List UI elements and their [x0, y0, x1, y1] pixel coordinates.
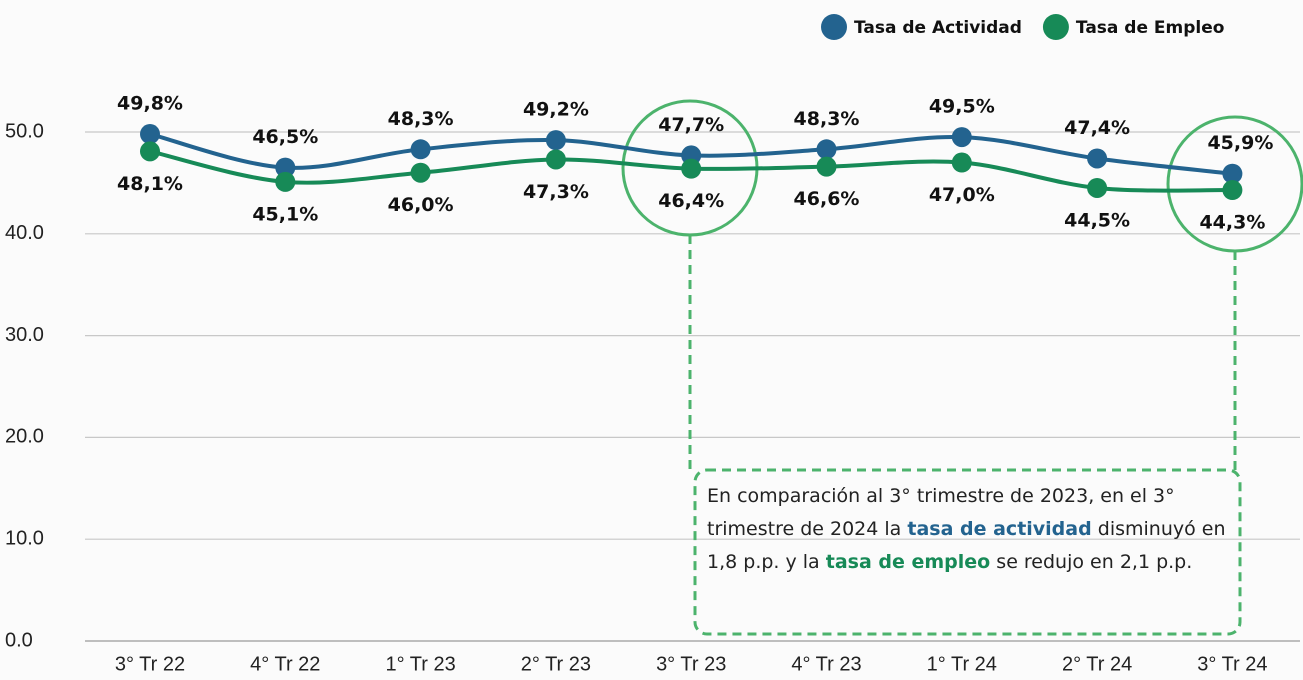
data-point [1222, 180, 1243, 201]
data-label: 47,7% [658, 114, 724, 136]
data-label: 45,1% [252, 203, 318, 225]
data-label: 47,4% [1064, 117, 1130, 139]
data-point [951, 127, 972, 148]
y-tick-label: 40.0 [5, 222, 44, 244]
data-point [1087, 177, 1108, 198]
legend-swatch [1042, 14, 1069, 40]
data-label: 48,1% [117, 173, 183, 195]
data-label: 45,9% [1207, 132, 1273, 154]
data-label: 46,5% [252, 126, 318, 148]
data-point [1087, 148, 1108, 169]
data-label: 44,5% [1064, 209, 1130, 231]
data-label: 47,0% [929, 184, 995, 206]
x-tick-label: 2° Tr 24 [1062, 653, 1132, 675]
y-tick-label: 0.0 [5, 629, 33, 651]
data-label: 44,3% [1199, 212, 1265, 234]
y-tick-label: 30.0 [5, 324, 44, 346]
x-tick-label: 3° Tr 22 [115, 653, 185, 675]
x-tick-label: 1° Tr 24 [927, 653, 997, 675]
data-point [1222, 163, 1243, 184]
data-label: 46,6% [794, 188, 860, 210]
x-tick-label: 3° Tr 23 [656, 653, 726, 675]
data-label: 48,3% [794, 108, 860, 130]
annotation: En comparación al 3° trimestre de 2023, … [707, 480, 1227, 579]
data-point [275, 171, 296, 192]
x-tick-label: 3° Tr 24 [1197, 653, 1267, 675]
data-label: 49,8% [117, 93, 183, 115]
data-label: 48,3% [388, 108, 454, 130]
x-tick-label: 4° Tr 22 [250, 653, 320, 675]
annotation-text: tasa de empleo [825, 551, 991, 573]
x-tick-label: 2° Tr 23 [521, 653, 591, 675]
data-point [951, 152, 972, 173]
legend-swatch [821, 14, 847, 40]
data-label: 46,4% [658, 190, 724, 212]
x-tick-label: 1° Tr 23 [385, 653, 455, 675]
annotation-text: se redujo en 2,1 p.p. [990, 551, 1193, 573]
legend-label: Tasa de Actividad [854, 18, 1022, 38]
data-point [140, 141, 160, 162]
y-tick-label: 50.0 [5, 120, 44, 142]
annotation-text: En comparación al 3° trimestre de 2023, … [707, 485, 1175, 540]
data-label: 46,0% [388, 194, 454, 216]
annotation-text: disminuyó en 1,8 p.p. y la [707, 518, 1226, 573]
data-point [545, 130, 566, 151]
legend-label: Tasa de Empleo [1076, 18, 1225, 38]
y-tick-label: 20.0 [5, 426, 44, 448]
data-point [816, 139, 837, 160]
data-label: 49,2% [523, 99, 589, 121]
y-tick-label: 10.0 [5, 527, 44, 549]
data-point [410, 162, 431, 183]
annotation-text: tasa de actividad [907, 518, 1092, 540]
note-box [693, 468, 1242, 636]
data-point [545, 149, 566, 170]
data-point [275, 157, 296, 178]
data-label: 49,5% [929, 96, 995, 118]
data-point [410, 139, 431, 160]
data-point [816, 156, 837, 177]
x-tick-label: 4° Tr 23 [791, 653, 861, 675]
data-point [140, 124, 160, 145]
data-point [681, 158, 702, 179]
data-label: 47,3% [523, 181, 589, 203]
